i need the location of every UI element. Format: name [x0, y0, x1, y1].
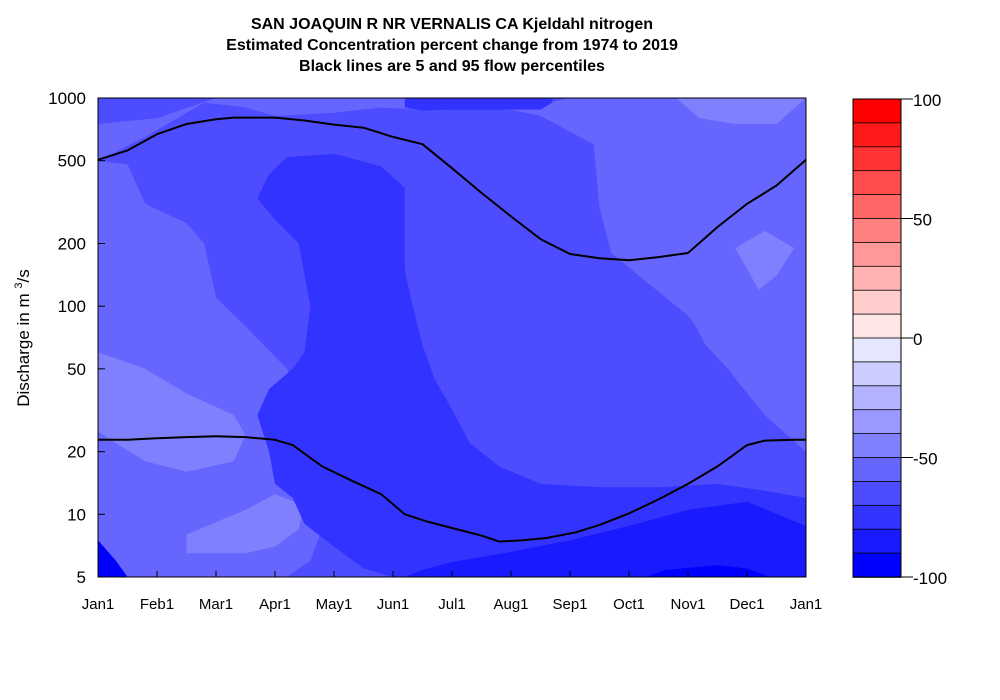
- y-tick-label: 10: [67, 505, 86, 524]
- contour-region-0: [98, 98, 806, 452]
- title-line-3: Black lines are 5 and 95 flow percentile…: [299, 58, 605, 75]
- colorbar-swatch: [852, 457, 902, 483]
- plot-area: [98, 98, 806, 577]
- colorbar-swatch: [852, 480, 902, 507]
- x-tick-label: Aug1: [493, 596, 528, 613]
- x-tick-label: Jan1: [790, 596, 823, 613]
- colorbar-swatch: [852, 218, 902, 244]
- y-tick-label: 1000: [48, 89, 86, 108]
- colorbar-tick-label: 0: [913, 330, 922, 349]
- y-tick-label: 500: [58, 152, 86, 171]
- x-tick-label: Oct1: [613, 596, 645, 613]
- colorbar-tick-label: -50: [913, 450, 938, 469]
- contour-region-1: [98, 160, 323, 577]
- contour-region-9: [646, 565, 771, 577]
- x-tick-label: Apr1: [259, 596, 291, 613]
- colorbar-swatch: [852, 146, 902, 172]
- colorbar-swatch: [852, 241, 902, 268]
- y-axis-label: Discharge in m 3/s: [13, 269, 33, 406]
- contour-region-2: [599, 243, 806, 452]
- x-tick-label: Mar1: [199, 596, 233, 613]
- x-tick-label: May1: [316, 596, 353, 613]
- colorbar-swatch: [852, 122, 902, 148]
- colorbar-tick-label: 50: [913, 211, 932, 230]
- colorbar-swatch: [852, 313, 902, 339]
- contour-region-8: [404, 501, 806, 577]
- colorbar: 100 50 0 -50 -100: [852, 91, 947, 588]
- colorbar-swatch: [852, 170, 902, 196]
- flow-percentile-5-line: [98, 435, 806, 543]
- x-tick-label: Sep1: [552, 596, 587, 613]
- x-tick-label: Jun1: [377, 596, 410, 613]
- chart-title: SAN JOAQUIN R NR VERNALIS CA Kjeldahl ni…: [98, 14, 806, 77]
- colorbar-swatch: [852, 361, 902, 387]
- x-tick-label: Jan1: [82, 596, 115, 613]
- colorbar-swatch: [852, 433, 902, 459]
- contour-region-4: [186, 494, 305, 554]
- title-line-2: Estimated Concentration percent change f…: [226, 37, 678, 54]
- x-tick-label: Dec1: [729, 596, 764, 613]
- y-tick-label: 20: [67, 443, 86, 462]
- colorbar-swatch: [852, 337, 902, 363]
- y-tick-label: 200: [58, 235, 86, 254]
- y-tick-label: 50: [67, 360, 86, 379]
- contour-region-6: [735, 230, 795, 290]
- x-tick-label: Feb1: [140, 596, 174, 613]
- colorbar-swatch: [852, 528, 902, 554]
- colorbar-swatch: [852, 194, 902, 220]
- flow-percentile-95-line: [98, 116, 806, 262]
- colorbar-tick-label: -100: [913, 569, 947, 588]
- colorbar-swatch: [852, 265, 902, 291]
- y-tick-label: 5: [77, 568, 86, 587]
- colorbar-swatch: [852, 409, 902, 435]
- contour-region-5: [676, 98, 806, 124]
- title-line-1: SAN JOAQUIN R NR VERNALIS CA Kjeldahl ni…: [250, 16, 654, 33]
- y-tick-label: 100: [58, 297, 86, 316]
- contour-region-11: [404, 98, 553, 111]
- colorbar-swatch: [852, 98, 902, 124]
- y-axis-label-text: Discharge in m: [14, 293, 33, 406]
- contour-region-7: [257, 153, 806, 577]
- colorbar-swatch: [852, 385, 902, 411]
- x-tick-label: Nov1: [670, 596, 705, 613]
- colorbar-tick-label: 100: [913, 91, 941, 110]
- colorbar-swatch: [852, 504, 902, 530]
- contour-region-3: [98, 352, 246, 472]
- colorbar-swatch: [852, 289, 902, 315]
- colorbar-swatch: [852, 552, 902, 578]
- x-tick-label: Jul1: [438, 596, 466, 613]
- contour-region-10: [98, 540, 128, 577]
